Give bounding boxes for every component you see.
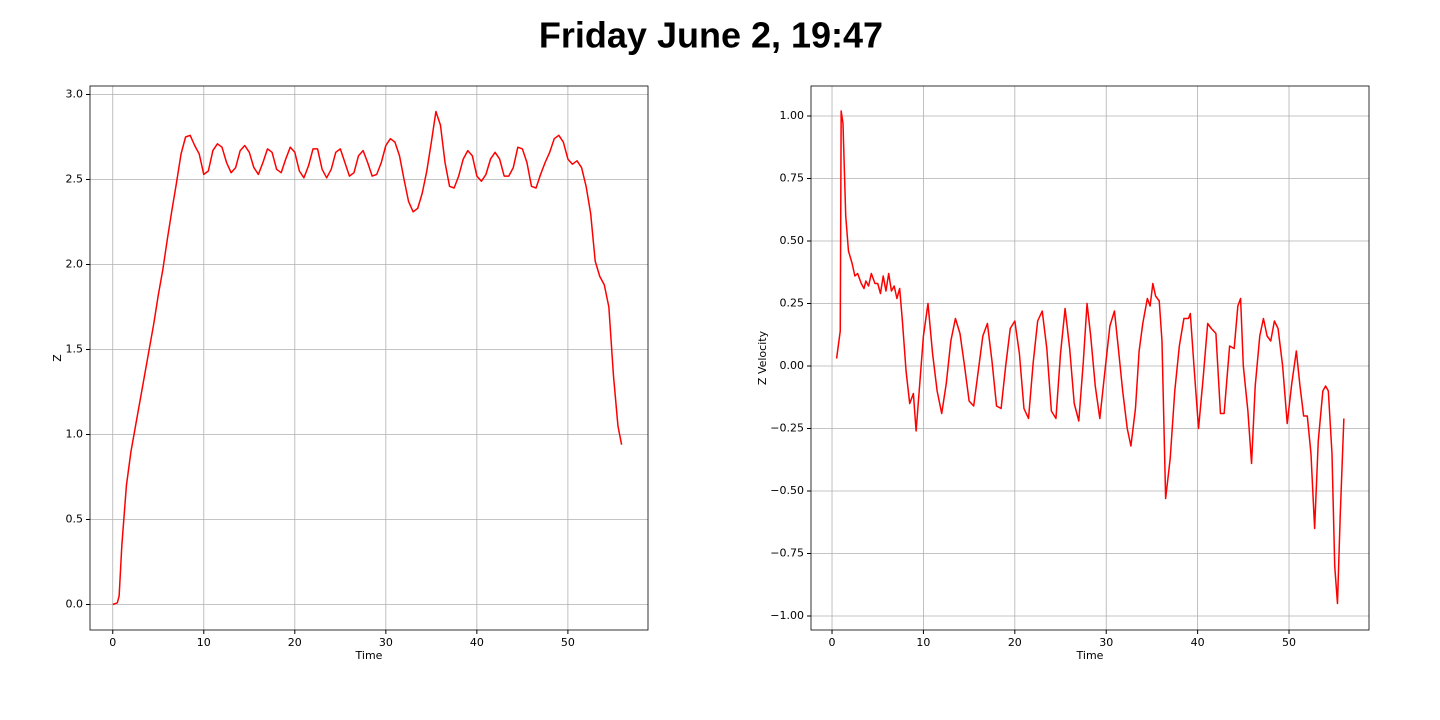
x-tick-label: 0 [109,636,116,649]
x-tick-label: 40 [470,636,484,649]
data-line [112,110,623,606]
x-tick-label: 10 [916,636,930,649]
y-tick-label: 0.5 [66,513,84,526]
y-tick-label: 3.0 [66,88,84,101]
y-tick-label: 0.75 [780,172,805,185]
axes-frame [89,85,649,631]
y-tick-label: 2.0 [66,258,84,271]
x-axis-label: Time [1076,649,1104,662]
y-tick-label: 0.0 [66,598,84,611]
y-tick-label: 2.5 [66,173,84,186]
y-axis-label: Z [51,354,64,362]
x-tick-label: 30 [1099,636,1113,649]
y-tick-label: −0.25 [770,422,804,435]
y-tick-label: −0.75 [770,547,804,560]
y-tick-label: 1.0 [66,428,84,441]
x-tick-label: 40 [1191,636,1205,649]
figure-title: Friday June 2, 19:47 [539,15,883,56]
y-tick-label: 1.5 [66,343,84,356]
y-tick-label: 0.25 [780,297,805,310]
x-tick-label: 20 [1008,636,1022,649]
y-tick-label: −1.00 [770,609,804,622]
x-tick-label: 50 [561,636,575,649]
x-tick-label: 20 [288,636,302,649]
x-tick-label: 50 [1282,636,1296,649]
data-line [835,110,1345,605]
y-tick-label: 1.00 [780,109,805,122]
y-tick-label: −0.50 [770,484,804,497]
y-axis-label: Z Velocity [756,330,769,385]
x-tick-label: 30 [379,636,393,649]
y-tick-label: 0.50 [780,234,805,247]
y-tick-label: 0.00 [780,359,805,372]
x-tick-label: 0 [829,636,836,649]
x-axis-label: Time [355,649,383,662]
axes-frame [810,85,1370,631]
x-tick-label: 10 [197,636,211,649]
